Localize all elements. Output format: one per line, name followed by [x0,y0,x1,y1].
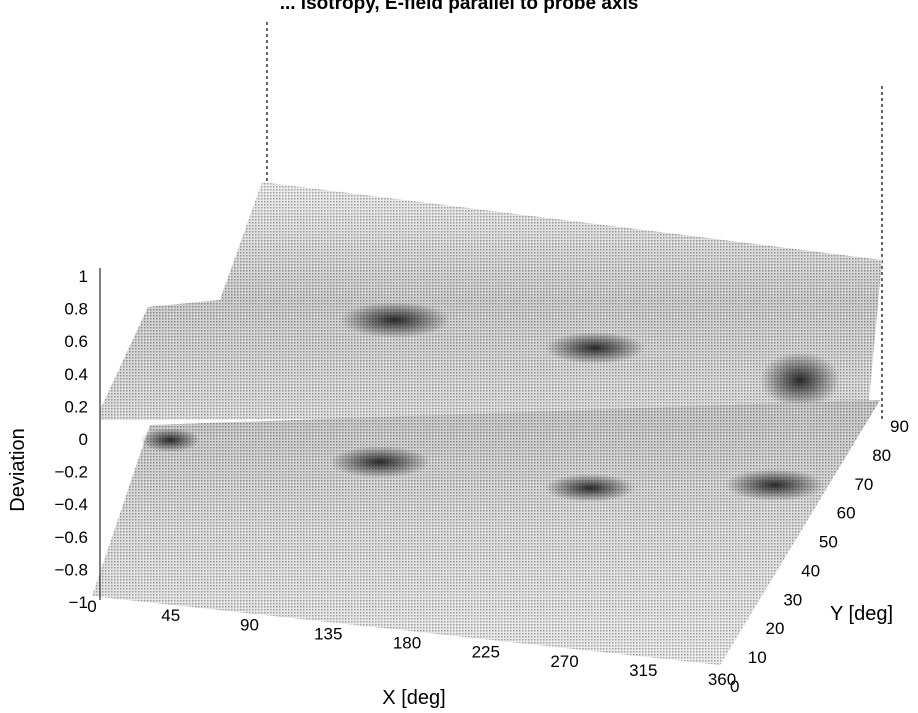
y-axis-ticks: 0 10 20 30 40 50 60 70 80 90 [730,417,909,696]
tick-label: 270 [550,652,578,671]
tick-label: 135 [314,624,342,643]
tick-label: 0.8 [64,300,88,319]
tick-label: 0.2 [64,397,88,416]
tick-label: 80 [872,446,891,465]
tick-label: 45 [161,606,180,625]
tick-label: 0.6 [64,332,88,351]
x-axis-ticks: 0 45 90 135 180 225 270 315 360 [87,597,736,689]
tick-label: 40 [801,561,820,580]
chart-title: ... isotropy, E-field parallel to probe … [279,0,639,14]
tick-label: −0.6 [54,528,88,547]
tick-label: 30 [783,590,802,609]
tick-label: 1 [79,267,88,286]
tick-label: 180 [393,634,421,653]
tick-label: 0.4 [64,365,88,384]
y-axis-label: Y [deg] [830,603,893,625]
tick-label: 0 [87,597,96,616]
tick-label: 225 [472,643,500,662]
tick-label: 10 [748,648,767,667]
tick-label: 60 [837,504,856,523]
tick-label: 0 [730,677,739,696]
tick-label: 315 [629,661,657,680]
tick-label: 70 [854,475,873,494]
tick-label: −0.4 [54,495,88,514]
upper-surface [100,182,882,420]
tick-label: 360 [708,670,736,689]
lower-surface [92,400,880,665]
tick-label: −1 [69,593,88,612]
z-axis-ticks: −1 −0.8 −0.6 −0.4 −0.2 0 0.2 0.4 0.6 0.8 1 [54,267,88,612]
tick-label: 90 [240,615,259,634]
tick-label: −0.8 [54,560,88,579]
tick-label: 90 [890,417,909,436]
tick-label: 0 [79,430,88,449]
tick-label: 20 [766,619,785,638]
tick-label: 50 [819,533,838,552]
z-axis-label: Deviation [7,428,29,511]
tick-label: −0.2 [54,463,88,482]
x-axis-label: X [deg] [382,687,445,709]
